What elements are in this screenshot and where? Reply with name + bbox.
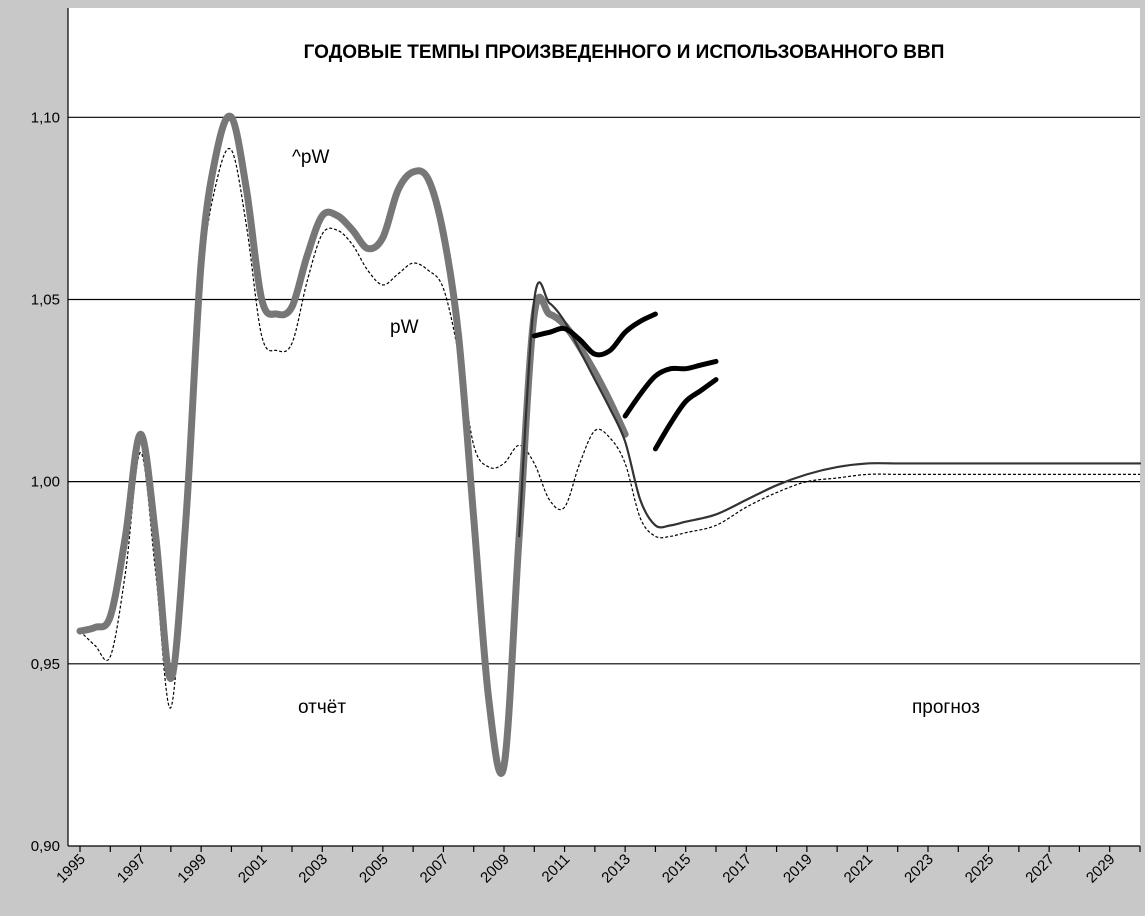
- series-line-forecast-3: [652, 377, 719, 452]
- y-tick-label: 1,10: [31, 109, 60, 126]
- y-tick-label: 1,05: [31, 291, 60, 308]
- series-line-forecast-1: [531, 311, 658, 358]
- series-layer: [76, 112, 1142, 777]
- grid-layer: [68, 116, 1140, 665]
- annotation-report: отчёт: [298, 697, 346, 718]
- annotation-hat-pw: ^pW: [292, 147, 329, 168]
- axis-layer: [67, 8, 1140, 847]
- annotation-forecast: прогноз: [912, 697, 980, 718]
- annotation-pw: pW: [390, 317, 419, 338]
- plot-area: [68, 8, 1140, 846]
- y-tick-label: 0,95: [31, 656, 60, 673]
- y-tick-labels: 0,90 0,95 1,00 1,05 1,10: [31, 109, 60, 855]
- y-tick-label: 0,90: [31, 838, 60, 855]
- chart-title: ГОДОВЫЕ ТЕМПЫ ПРОИЗВЕДЕННОГО И ИСПОЛЬЗОВ…: [304, 42, 945, 63]
- series-line-forecast-2: [622, 358, 719, 419]
- y-tick-label: 1,00: [31, 474, 60, 491]
